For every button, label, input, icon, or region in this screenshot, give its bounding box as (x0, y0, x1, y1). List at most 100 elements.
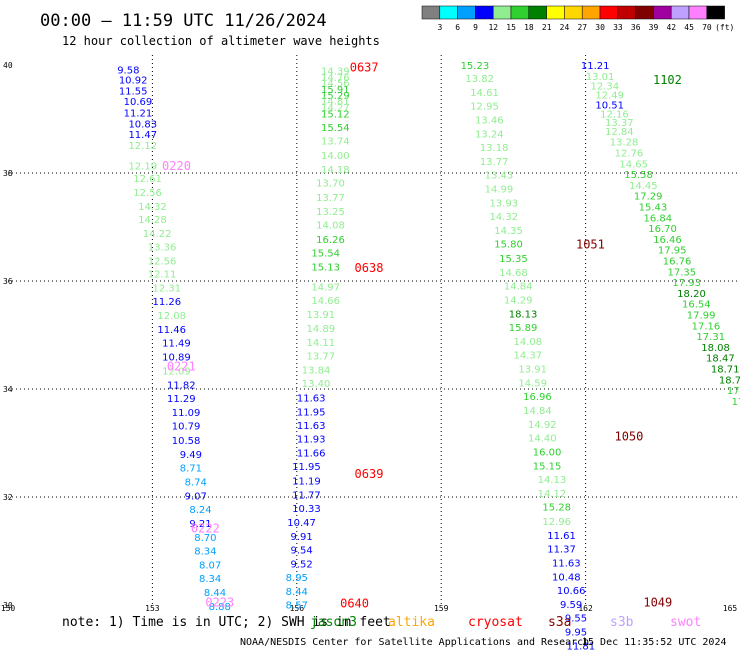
track-values: 9.5810.9211.5510.6911.2110.8311.4712.121… (117, 61, 740, 650)
wave-height-point: 13.18 (480, 143, 509, 154)
wave-height-point: 14.59 (518, 379, 547, 390)
pass-time-label: 0221 (167, 359, 196, 373)
legend-swatch (618, 6, 636, 19)
wave-height-point: 11.95 (292, 462, 321, 473)
wave-height-point: 18.71 (711, 364, 740, 375)
footer-timestamp: 15 Dec 11:35:52 UTC 2024 (582, 637, 727, 648)
wave-height-point: 10.69 (124, 97, 153, 108)
wave-height-point: 11.95 (297, 408, 326, 419)
legend-label: 15 (506, 23, 516, 32)
y-tick-label: 36 (3, 277, 13, 286)
wave-height-point: 9.52 (290, 559, 312, 570)
pass-time-label: 0222 (191, 521, 220, 535)
wave-height-point: 12.19 (128, 161, 157, 172)
wave-height-point: 12.31 (153, 283, 182, 294)
wave-height-point: 14.45 (629, 181, 658, 192)
wave-height-point: 12.56 (148, 256, 177, 267)
wave-height-point: 11.77 (292, 490, 321, 501)
wave-height-point: 17. (732, 397, 740, 408)
wave-height-point: 18.20 (677, 289, 706, 300)
wave-height-point: 16.00 (533, 448, 562, 459)
wave-height-point: 14.08 (316, 220, 345, 231)
wave-height-point: 11.29 (167, 394, 196, 405)
wave-height-point: 12.96 (542, 517, 571, 528)
wave-height-point: 16.76 (663, 256, 692, 267)
wave-height-point: 11.66 (297, 449, 326, 460)
wave-height-point: 11.19 (292, 476, 321, 487)
wave-height-point: 14.89 (307, 324, 336, 335)
wave-height-point: 11.63 (297, 421, 326, 432)
wave-height-point: 9.07 (185, 491, 207, 502)
wave-height-point: 15.54 (321, 123, 350, 134)
wave-height-point: 13.28 (610, 138, 639, 149)
wave-height-point: 8.95 (286, 573, 308, 584)
legend-swatch (458, 6, 476, 19)
wave-height-point: 16.96 (523, 392, 552, 403)
wave-height-point: 17.16 (692, 321, 721, 332)
wave-height-point: 16.26 (316, 235, 345, 246)
legend-swatch (707, 6, 725, 19)
wave-height-point: 9.54 (290, 545, 312, 556)
footer-credit: NOAA/NESDIS Center for Satellite Applica… (240, 637, 589, 648)
wave-height-point: 13.93 (489, 199, 518, 210)
wave-height-point: 14.22 (143, 229, 172, 240)
wave-height-point: 13.84 (302, 366, 331, 377)
wave-height-point: 15.54 (311, 248, 340, 259)
wave-height-point: 17. (727, 386, 740, 397)
wave-height-point: 10.47 (287, 518, 316, 529)
wave-height-point: 13.74 (321, 137, 350, 148)
wave-height-point: 14.37 (514, 350, 543, 361)
wave-height-point: 18.08 (701, 343, 730, 354)
wave-height-point: 13.46 (475, 116, 504, 127)
pass-time-label: 1051 (576, 237, 605, 251)
wave-height-point: 15.13 (311, 262, 340, 273)
wave-height-point: 16.84 (643, 213, 672, 224)
wave-height-point: 11.63 (297, 394, 326, 405)
legend-swatch (529, 6, 547, 19)
legend-swatch (636, 6, 654, 19)
wave-height-point: 14.00 (321, 151, 350, 162)
pass-time-label: 0639 (355, 467, 384, 481)
pass-time-label: 0223 (205, 595, 234, 609)
legend-swatch (689, 6, 707, 19)
wave-height-point: 13.24 (475, 130, 504, 141)
x-tick-label: 153 (145, 604, 160, 613)
wave-height-point: 14.99 (485, 185, 514, 196)
legend-swatch (653, 6, 671, 19)
wave-height-point: 14.61 (470, 88, 499, 99)
legend-label: 30 (595, 23, 605, 32)
legend-swatch (422, 6, 440, 19)
wave-height-point: 11.61 (547, 531, 576, 542)
legend-swatch (582, 6, 600, 19)
wave-height-point: 12.11 (148, 269, 177, 280)
legend-label: 70 (702, 23, 712, 32)
wave-height-point: 15.28 (542, 503, 571, 514)
y-tick-label: 30 (3, 601, 13, 610)
legend-label: 9 (473, 23, 478, 32)
wave-height-point: 10.66 (557, 586, 586, 597)
legend-label: 24 (560, 23, 570, 32)
wave-height-point: 13.70 (316, 179, 345, 190)
x-tick-label: 165 (723, 604, 738, 613)
wave-height-point: 9.91 (290, 532, 312, 543)
legend-label: 18 (524, 23, 534, 32)
wave-height-point: 17.95 (658, 246, 687, 257)
x-tick-label: 159 (434, 604, 449, 613)
wave-height-point: 16.54 (682, 300, 711, 311)
wave-height-point: 13.91 (518, 364, 547, 375)
satellite-label: jason3 (310, 615, 357, 630)
chart-subtitle: 12 hour collection of altimeter wave hei… (62, 34, 380, 48)
legend-label: 6 (455, 23, 460, 32)
pass-time-label: 1102 (653, 73, 682, 87)
pass-time-label: 1049 (643, 595, 672, 609)
wave-height-point: 15.80 (494, 240, 523, 251)
wave-height-point: 11.37 (547, 544, 576, 555)
legend-label: 27 (577, 23, 587, 32)
wave-height-point: 13.40 (302, 379, 331, 390)
wave-height-point: 10.58 (172, 436, 201, 447)
wave-height-point: 14.40 (528, 434, 557, 445)
y-tick-label: 32 (3, 493, 13, 502)
legend-label: 12 (488, 23, 498, 32)
legend-swatch (440, 6, 458, 19)
